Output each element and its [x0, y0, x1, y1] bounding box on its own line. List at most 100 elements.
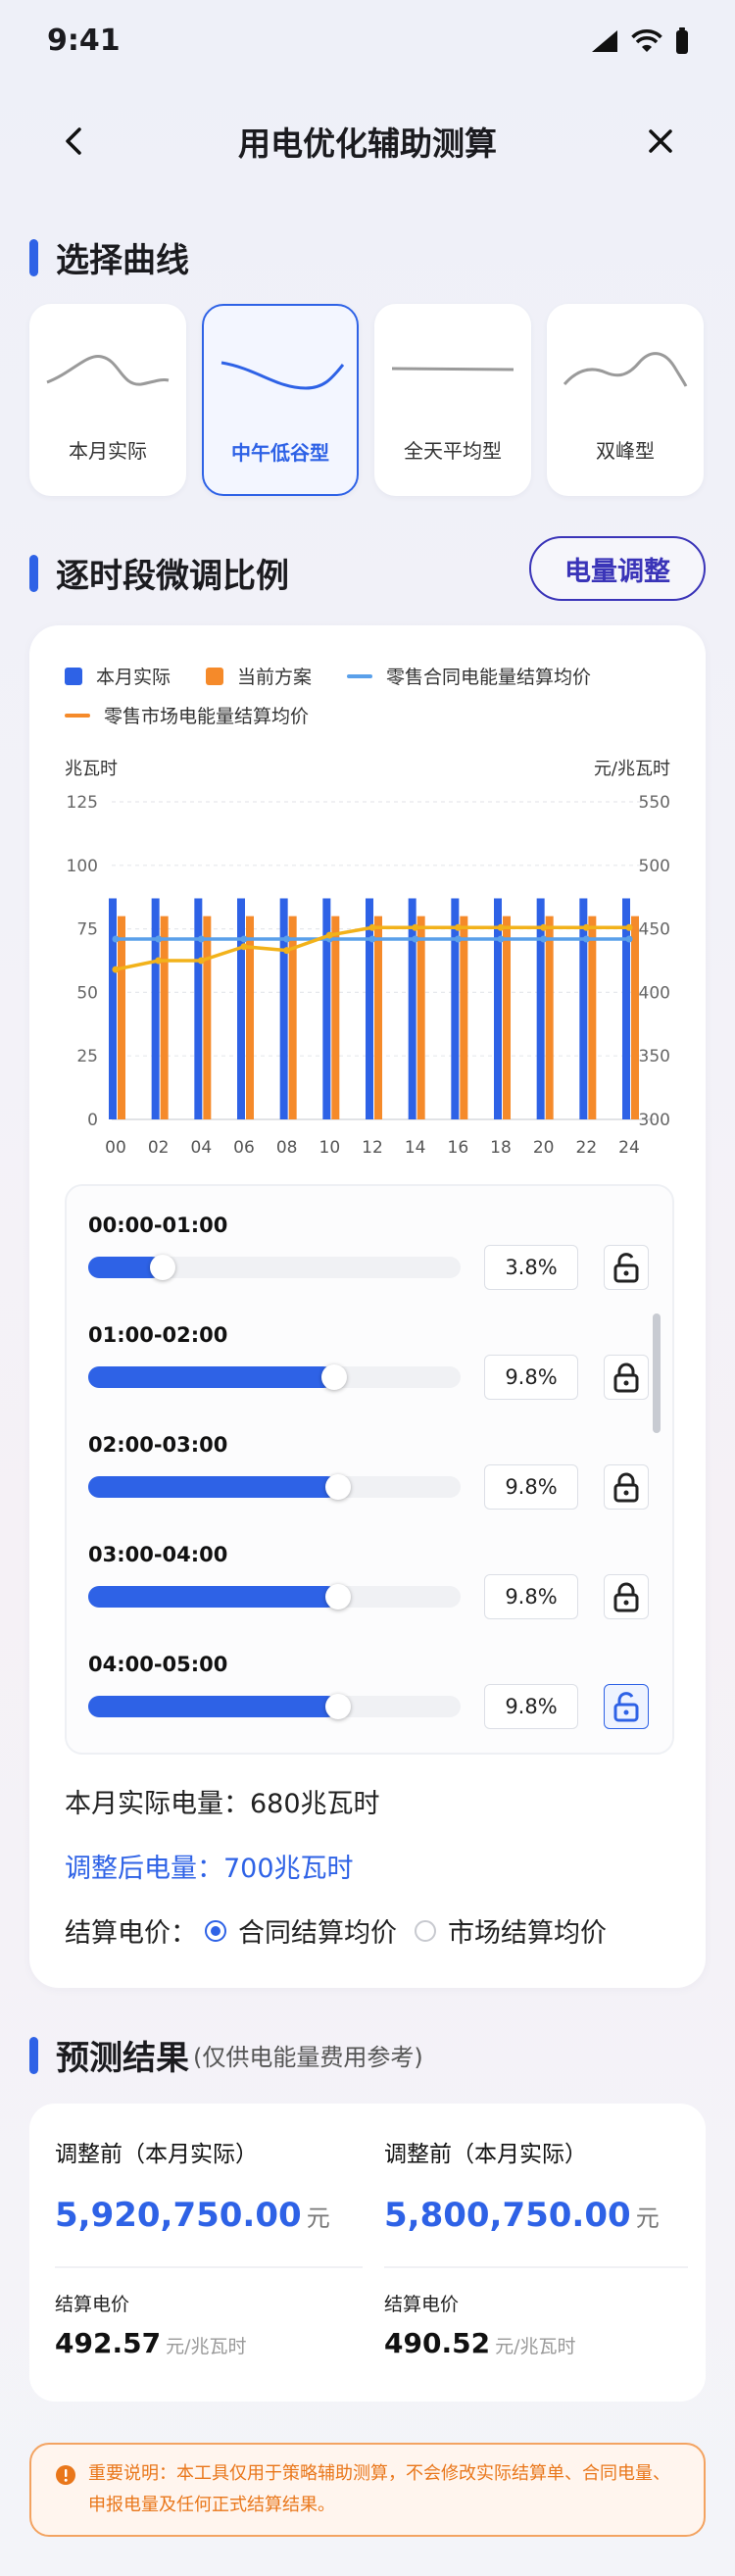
legend-swatch: [206, 667, 223, 685]
unlock-icon[interactable]: [604, 1245, 649, 1290]
slot-time-label: 04:00-05:00: [88, 1653, 228, 1676]
slot-time-label: 03:00-04:00: [88, 1543, 228, 1566]
point-market-price: [497, 923, 505, 931]
point-contract-price: [368, 935, 376, 943]
section-accent-bar: [29, 554, 38, 592]
curve-card-double-peak[interactable]: 双峰型: [547, 304, 704, 496]
curve-actual-icon: [46, 355, 170, 386]
close-icon[interactable]: [641, 122, 680, 161]
point-market-price: [325, 931, 333, 939]
point-contract-price: [112, 935, 120, 943]
slot-percent-input[interactable]: 9.8%: [484, 1684, 578, 1729]
bar-plan: [246, 916, 254, 1119]
slot-slider-handle[interactable]: [325, 1694, 351, 1719]
radio-market-label[interactable]: 市场结算均价: [448, 1918, 607, 1949]
curve-label: 本月实际: [69, 439, 147, 463]
lock-icon[interactable]: [604, 1464, 649, 1510]
bar-actual: [579, 898, 588, 1119]
y-tick-right: 400: [639, 983, 670, 1003]
forecast-left-amount-row: 5,920,750.00 元: [55, 2196, 330, 2235]
forecast-left-price: 492.57: [55, 2327, 162, 2359]
legend-item-market-price: 零售市场电能量结算均价: [65, 702, 309, 728]
legend-item-plan: 当前方案: [206, 663, 312, 689]
point-market-price: [368, 923, 376, 931]
y-tick-left: 125: [67, 793, 98, 813]
radio-market[interactable]: [415, 1919, 436, 1942]
x-tick: 04: [191, 1138, 213, 1158]
y-tick-right: 300: [639, 1111, 670, 1130]
curve-card-actual[interactable]: 本月实际: [29, 304, 186, 496]
point-market-price: [283, 947, 291, 955]
slot-slider-handle[interactable]: [325, 1584, 351, 1610]
bar-plan: [631, 916, 639, 1119]
slot-list-scrollbar[interactable]: [653, 1313, 661, 1433]
slot-percent-input[interactable]: 9.8%: [484, 1464, 578, 1510]
legend-swatch: [65, 713, 90, 718]
forecast-left-amount: 5,920,750.00: [55, 2196, 302, 2235]
bar-plan: [203, 916, 212, 1119]
legend-swatch: [347, 673, 372, 678]
lock-icon[interactable]: [604, 1574, 649, 1619]
actual-energy-text: 本月实际电量：680兆瓦时: [65, 1789, 380, 1819]
slot-slider[interactable]: [88, 1255, 461, 1280]
x-tick: 24: [618, 1138, 640, 1158]
point-market-price: [412, 923, 419, 931]
legend-item-contract-price: 零售合同电能量结算均价: [347, 663, 591, 689]
point-contract-price: [497, 935, 505, 943]
point-contract-price: [412, 935, 419, 943]
slot-slider-fill: [88, 1586, 338, 1608]
info-icon: [56, 2465, 75, 2485]
point-market-price: [454, 923, 462, 931]
slot-slider[interactable]: [88, 1364, 461, 1390]
slot-slider-handle[interactable]: [150, 1255, 175, 1280]
y-tick-left: 50: [76, 983, 98, 1003]
divider: [384, 2266, 688, 2268]
x-tick: 14: [405, 1138, 426, 1158]
slot-slider-handle[interactable]: [321, 1364, 347, 1390]
bar-actual: [494, 898, 502, 1119]
forecast-left-unit: 元: [306, 2204, 330, 2232]
legend-label: 零售合同电能量结算均价: [386, 667, 592, 688]
energy-adjust-button[interactable]: 电量调整: [529, 536, 706, 601]
slot-slider-fill: [88, 1257, 163, 1278]
y-tick-right: 450: [639, 920, 670, 940]
lock-icon[interactable]: [604, 1355, 649, 1400]
radio-contract[interactable]: [205, 1919, 226, 1942]
slot-slider-fill: [88, 1476, 338, 1498]
curve-noon-valley-icon: [220, 361, 345, 390]
back-icon[interactable]: [55, 122, 94, 161]
y-axis-right-label: 元/兆瓦时: [594, 759, 670, 779]
forecast-right-price: 490.52: [384, 2327, 491, 2359]
slot-slider-handle[interactable]: [325, 1474, 351, 1500]
forecast-subtitle: (仅供电能量费用参考): [193, 2044, 423, 2071]
legend-label: 本月实际: [96, 667, 172, 688]
bar-plan: [160, 916, 169, 1119]
divider: [55, 2266, 363, 2268]
slot-percent-input[interactable]: 3.8%: [484, 1245, 578, 1290]
x-tick: 16: [448, 1138, 469, 1158]
slot-time-label: 01:00-02:00: [88, 1323, 228, 1347]
energy-chart: 兆瓦时 元/兆瓦时 125 100 75 50 25 0 550 500 450 400 350 300 0…: [65, 759, 670, 1158]
curve-label: 中午低谷型: [231, 441, 329, 465]
slot-slider[interactable]: [88, 1584, 461, 1610]
legend-label: 零售市场电能量结算均价: [104, 706, 310, 727]
point-contract-price: [283, 935, 291, 943]
forecast-left-label: 调整前（本月实际）: [55, 2142, 258, 2167]
y-tick-right: 550: [639, 793, 670, 813]
slot-slider[interactable]: [88, 1694, 461, 1719]
forecast-right-label: 调整前（本月实际）: [384, 2142, 587, 2167]
forecast-right-amount-row: 5,800,750.00 元: [384, 2196, 660, 2235]
radio-contract-label[interactable]: 合同结算均价: [238, 1918, 397, 1949]
curve-card-noon-valley[interactable]: 中午低谷型: [202, 304, 359, 496]
point-contract-price: [240, 935, 248, 943]
curve-section-title: 选择曲线: [29, 233, 189, 281]
forecast-left-price-label: 结算电价: [55, 2294, 130, 2315]
curve-card-flat[interactable]: 全天平均型: [374, 304, 531, 496]
slot-percent-input[interactable]: 9.8%: [484, 1355, 578, 1400]
point-contract-price: [454, 935, 462, 943]
slot-slider[interactable]: [88, 1474, 461, 1500]
forecast-right-price-row: 490.52 元/兆瓦时: [384, 2327, 576, 2359]
point-market-price: [197, 957, 205, 965]
slot-percent-input[interactable]: 9.8%: [484, 1574, 578, 1619]
lock-active-icon[interactable]: [604, 1684, 649, 1729]
